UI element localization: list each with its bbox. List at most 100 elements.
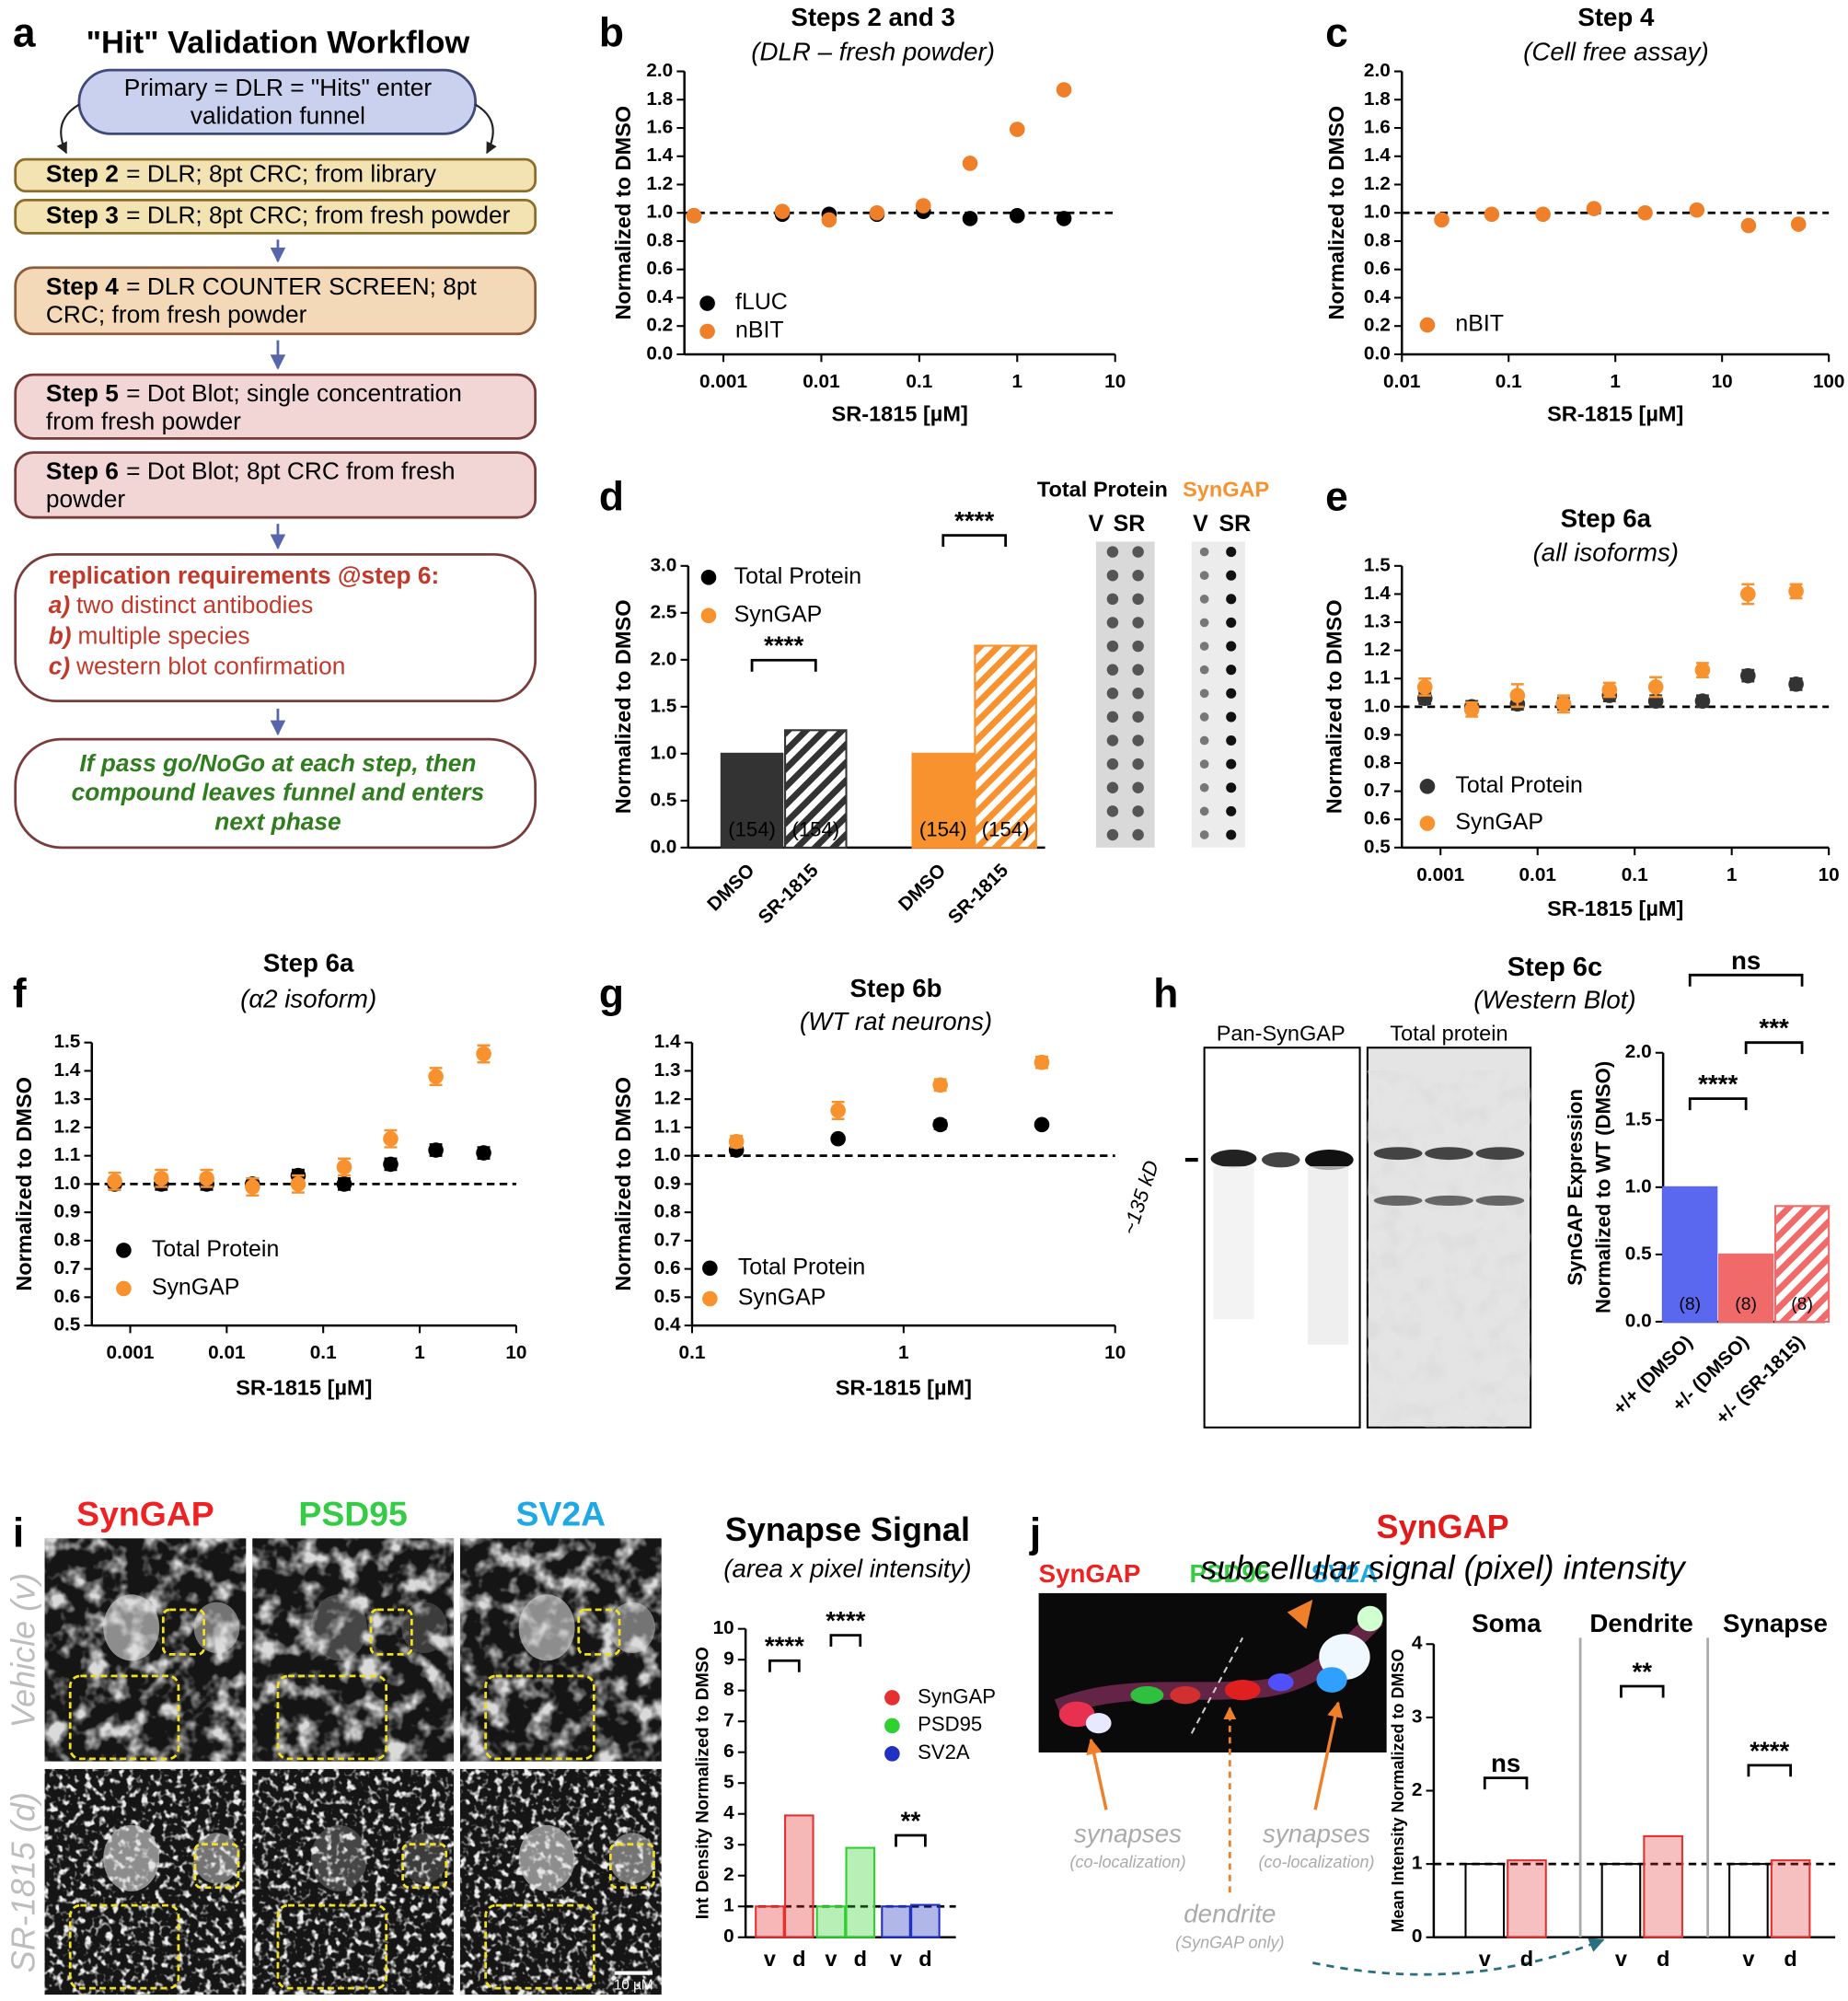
legend-marker xyxy=(699,295,715,311)
x-tick-label: 0.1 xyxy=(1496,371,1522,392)
panel-label: d xyxy=(599,475,624,520)
y-tick-label: 0.2 xyxy=(646,315,673,336)
x-tick-label: 0.01 xyxy=(1519,864,1556,885)
legend-marker xyxy=(700,569,717,585)
roi-box xyxy=(193,1843,240,1890)
bar xyxy=(755,1905,785,1938)
legend-marker xyxy=(1419,779,1436,794)
x-tick-label: 0.1 xyxy=(679,1342,706,1363)
panel-label: i xyxy=(13,1510,24,1556)
x-tick-label: v xyxy=(890,1947,902,1971)
roi-box xyxy=(161,1608,206,1656)
blot-dot xyxy=(1226,805,1237,816)
outcome-text: next phase xyxy=(214,807,341,835)
point xyxy=(1056,211,1072,226)
chart-subtitle: (Western Blot) xyxy=(1473,986,1635,1014)
western-blot-image xyxy=(1184,1047,1532,1428)
blot-dot xyxy=(1199,806,1209,816)
point xyxy=(1056,82,1072,98)
legend-label: SynGAP xyxy=(734,601,823,627)
callout-note: (SynGAP only) xyxy=(1175,1933,1284,1951)
roi-box xyxy=(369,1608,413,1656)
cell-body xyxy=(518,1824,575,1891)
cell-body xyxy=(608,1833,655,1884)
blot-dot xyxy=(1106,593,1119,606)
blot-dot xyxy=(1199,782,1209,792)
y-tick-label: 0.5 xyxy=(654,1286,681,1307)
significance-bracket xyxy=(1747,1764,1792,1777)
y-tick-label: 2.0 xyxy=(650,648,676,669)
point xyxy=(336,1159,352,1175)
y-tick-label: 8 xyxy=(723,1679,734,1700)
content: a b c d e f g h i j "Hit" Validation Workflow Prima… xyxy=(4,3,1844,1993)
bar xyxy=(1770,1859,1811,1938)
y-tick-label: 0.2 xyxy=(1364,315,1391,336)
step-desc: powder xyxy=(46,485,125,513)
significance-label: *** xyxy=(1759,1013,1789,1042)
point xyxy=(1509,688,1526,703)
point xyxy=(728,1133,745,1150)
legend-label: fLUC xyxy=(735,289,788,315)
blot-header: Total protein xyxy=(1390,1022,1507,1046)
y-tick-label: 0.0 xyxy=(646,342,673,364)
group-label: Dendrite xyxy=(1589,1609,1692,1637)
primary-text: Primary = DLR = "Hits" enter xyxy=(124,74,433,101)
bar xyxy=(1718,1253,1774,1323)
y-tick-label: 0.6 xyxy=(654,1257,681,1278)
blot-dot xyxy=(1132,688,1144,700)
blot-dot xyxy=(1132,569,1144,582)
point xyxy=(245,1179,260,1195)
y-tick-label: 1.3 xyxy=(654,1059,681,1081)
legend-marker xyxy=(116,1243,132,1258)
x-tick-label: 0.1 xyxy=(310,1342,337,1363)
n-label: (154) xyxy=(982,818,1030,841)
requirement: a) two distinct antibodies xyxy=(49,591,314,619)
blot-header: Pan-SynGAP xyxy=(1217,1022,1346,1046)
blot-dot xyxy=(1106,688,1119,700)
x-tick-label: d xyxy=(1520,1947,1533,1971)
blot-dot xyxy=(1226,617,1237,628)
x-tick-label: d xyxy=(792,1947,805,1971)
bar xyxy=(881,1905,911,1938)
blot-dot xyxy=(1106,640,1119,653)
y-tick-label: 0.7 xyxy=(53,1257,80,1278)
channel-label: PSD95 xyxy=(1189,1559,1270,1588)
requirement-text: western blot confirmation xyxy=(75,653,345,680)
y-tick-label: 3 xyxy=(1412,1706,1423,1727)
point xyxy=(1009,121,1025,137)
roi-box xyxy=(68,1903,180,1990)
significance-label: **** xyxy=(954,506,994,535)
y-tick-label: 0 xyxy=(1412,1926,1423,1947)
roi-box xyxy=(577,1608,621,1656)
chart-title: Step 6b xyxy=(850,974,942,1002)
roi-box xyxy=(276,1674,388,1761)
step-text: Step 2 = DLR; 8pt CRC; from library xyxy=(46,159,437,187)
point xyxy=(1790,216,1807,232)
x-tick-label: 0.001 xyxy=(699,371,747,392)
y-tick-label: 1.3 xyxy=(53,1088,80,1109)
blot-header: Total Protein xyxy=(1037,477,1168,501)
bar xyxy=(784,729,848,849)
legend-label: SynGAP xyxy=(738,1285,826,1311)
blot-dot xyxy=(1226,570,1237,581)
y-axis-label: Normalized to DMSO xyxy=(611,106,635,320)
x-tick-label: d xyxy=(918,1947,931,1971)
x-tick-label: DMSO xyxy=(895,860,950,915)
blot-dot xyxy=(1106,664,1119,676)
point xyxy=(1009,208,1025,224)
lane-label: V xyxy=(1089,511,1104,537)
y-tick-label: 0.5 xyxy=(53,1314,80,1336)
y-axis-label: Normalized to DMSO xyxy=(12,1077,36,1291)
requirement-key: a) xyxy=(49,591,70,619)
chart-title: Step 6a xyxy=(1561,503,1652,532)
significance-bracket xyxy=(1688,973,1804,987)
x-tick-label: 10 xyxy=(1104,371,1126,392)
outcome-text: compound leaves funnel and enters xyxy=(72,779,485,806)
point xyxy=(932,1077,948,1093)
point xyxy=(107,1174,122,1189)
bar xyxy=(845,1846,876,1938)
primary-text: validation funnel xyxy=(191,101,365,129)
cell-body xyxy=(103,1594,160,1661)
point xyxy=(830,1103,846,1118)
bar xyxy=(1662,1186,1718,1323)
